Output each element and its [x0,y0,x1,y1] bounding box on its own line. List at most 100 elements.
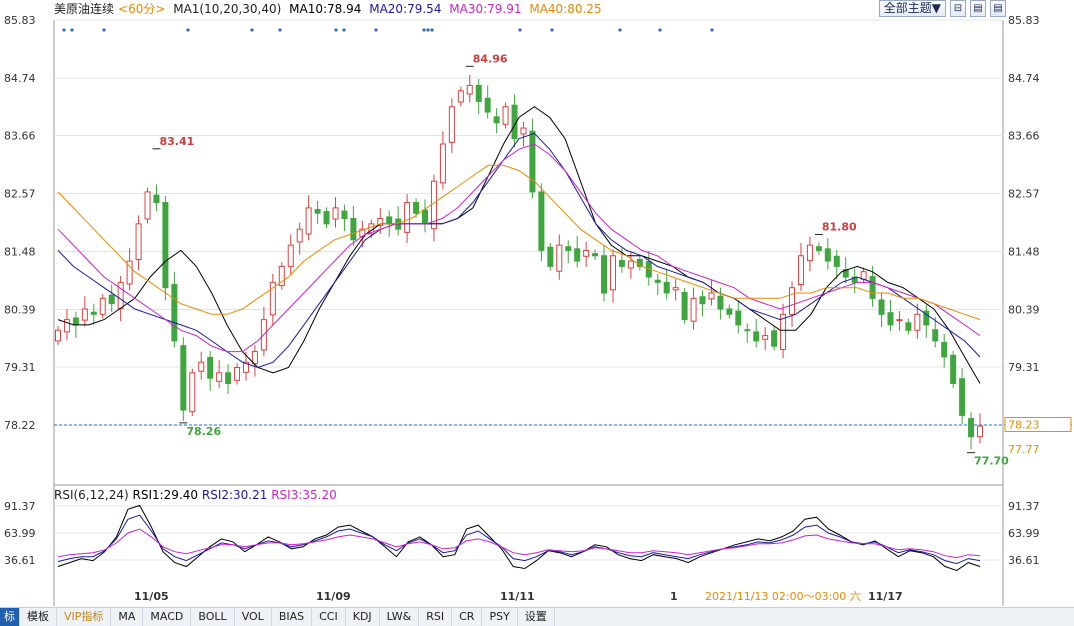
candle-body [833,255,840,267]
candle-body [457,90,464,103]
tab-macd[interactable]: MACD [143,608,192,626]
candle-body [959,378,966,416]
tab-template[interactable]: 模板 [20,608,57,626]
candle-body [439,143,446,184]
candle-body [851,276,858,283]
candle-body [753,331,760,342]
candle-body [484,97,491,113]
candle-body [207,356,214,379]
panel-icon[interactable]: ▤ [990,0,1006,17]
event-dot [334,28,338,32]
candle-body [681,291,688,321]
x-tick-label: 11/09 [316,590,351,603]
candle-body [135,223,142,260]
candle-body [296,228,303,243]
rsi-tick-left: 91.37 [4,500,36,513]
event-dot [422,28,426,32]
candle-body [842,269,849,278]
ma-line-ma40 [57,164,981,321]
candle-body [126,260,133,285]
tab-vol[interactable]: VOL [235,608,272,626]
event-dot [62,28,66,32]
candle-body [171,284,178,342]
candle-body [968,418,975,438]
candle-body [55,329,61,342]
rsi-legend: RSI(6,12,24) RSI1:29.40 RSI2:30.21 RSI3:… [54,487,337,503]
candle-body [789,287,796,315]
chart-labels: 85.83 85.83 84.74 84.74 83.66 83.66 82.57 82.57… [4,14,1072,603]
event-dot [186,28,190,32]
tab-cr[interactable]: CR [452,608,483,626]
candle-body [977,425,983,438]
price-tick-left: 85.83 [4,14,36,27]
moving-average-lines [57,106,981,384]
extreme-label: 81.80 [822,220,857,233]
x-tick-label: 1 [670,590,678,603]
candle-body [422,209,429,225]
theme-dropdown-button[interactable]: 全部主题▼ [878,0,946,17]
ma-line-ma20 [57,132,981,369]
tab-bias[interactable]: BIAS [272,608,313,626]
tab-indicator[interactable]: 标 [0,608,20,626]
candle-body [225,372,232,384]
x-tick-label: 11/17 [868,590,903,603]
event-dot [618,28,622,32]
candle-body [216,372,223,382]
event-dot [430,28,434,32]
candle-body [896,319,903,322]
ma20-value: MA20:79.54 [369,2,442,16]
current-price-label: 78.23 [1008,418,1040,431]
candle-body [878,299,885,315]
candle-body [377,218,384,226]
candle-body [618,260,625,267]
tab-lw[interactable]: LW& [380,608,420,626]
candle-body [117,281,124,309]
candle-body [815,246,822,251]
rsi-line-rsi2 [57,514,981,565]
candle-body [413,202,420,214]
price-tick-left: 82.57 [4,187,36,200]
event-dot [342,28,346,32]
candle-body [404,202,411,233]
event-dot [710,28,714,32]
rsi-tick-right: 36.61 [1008,554,1040,567]
candle-body [72,317,79,326]
layout-icon[interactable]: ▤ [970,0,986,17]
candle-body [502,106,509,125]
rsi-line-rsi3 [57,528,981,559]
candle-body [699,296,706,305]
candle-body [242,361,249,373]
collapse-icon[interactable]: ⊟ [950,0,966,17]
candle-body [269,281,276,316]
candle-body [932,329,939,342]
price-tick-left: 81.48 [4,246,36,259]
tab-rsi[interactable]: RSI [419,608,453,626]
tab-settings[interactable]: 设置 [518,608,555,626]
price-tick-left: 80.39 [4,304,36,317]
candle-body [806,244,813,262]
tab-boll[interactable]: BOLL [191,608,235,626]
extreme-label: 77.70 [974,455,1009,468]
ma10-value: MA10:78.94 [289,2,362,16]
candle-body [797,255,804,286]
period-label[interactable]: <60分> [118,2,166,16]
tab-kdj[interactable]: KDJ [346,608,380,626]
candle-body [905,322,912,331]
tab-psy[interactable]: PSY [482,608,518,626]
candle-body [538,191,545,251]
ma-line-ma10 [57,106,981,384]
candle-body [869,276,876,299]
price-tick-right: 81.48 [1008,246,1040,259]
tab-cci[interactable]: CCI [312,608,346,626]
price-tick-right: 80.39 [1008,304,1040,317]
tab-ma[interactable]: MA [111,608,144,626]
price-tick-right: 82.57 [1008,187,1040,200]
tab-vip-indicator[interactable]: VIP指标 [57,608,112,626]
candle-body [341,210,348,220]
candle-body [547,246,554,267]
price-tick-right: 85.83 [1008,14,1040,27]
price-tick-left: 78.22 [4,419,36,432]
extreme-label: 83.41 [159,135,194,148]
x-tick-label: 11/11 [500,590,535,603]
candle-body [99,297,106,315]
